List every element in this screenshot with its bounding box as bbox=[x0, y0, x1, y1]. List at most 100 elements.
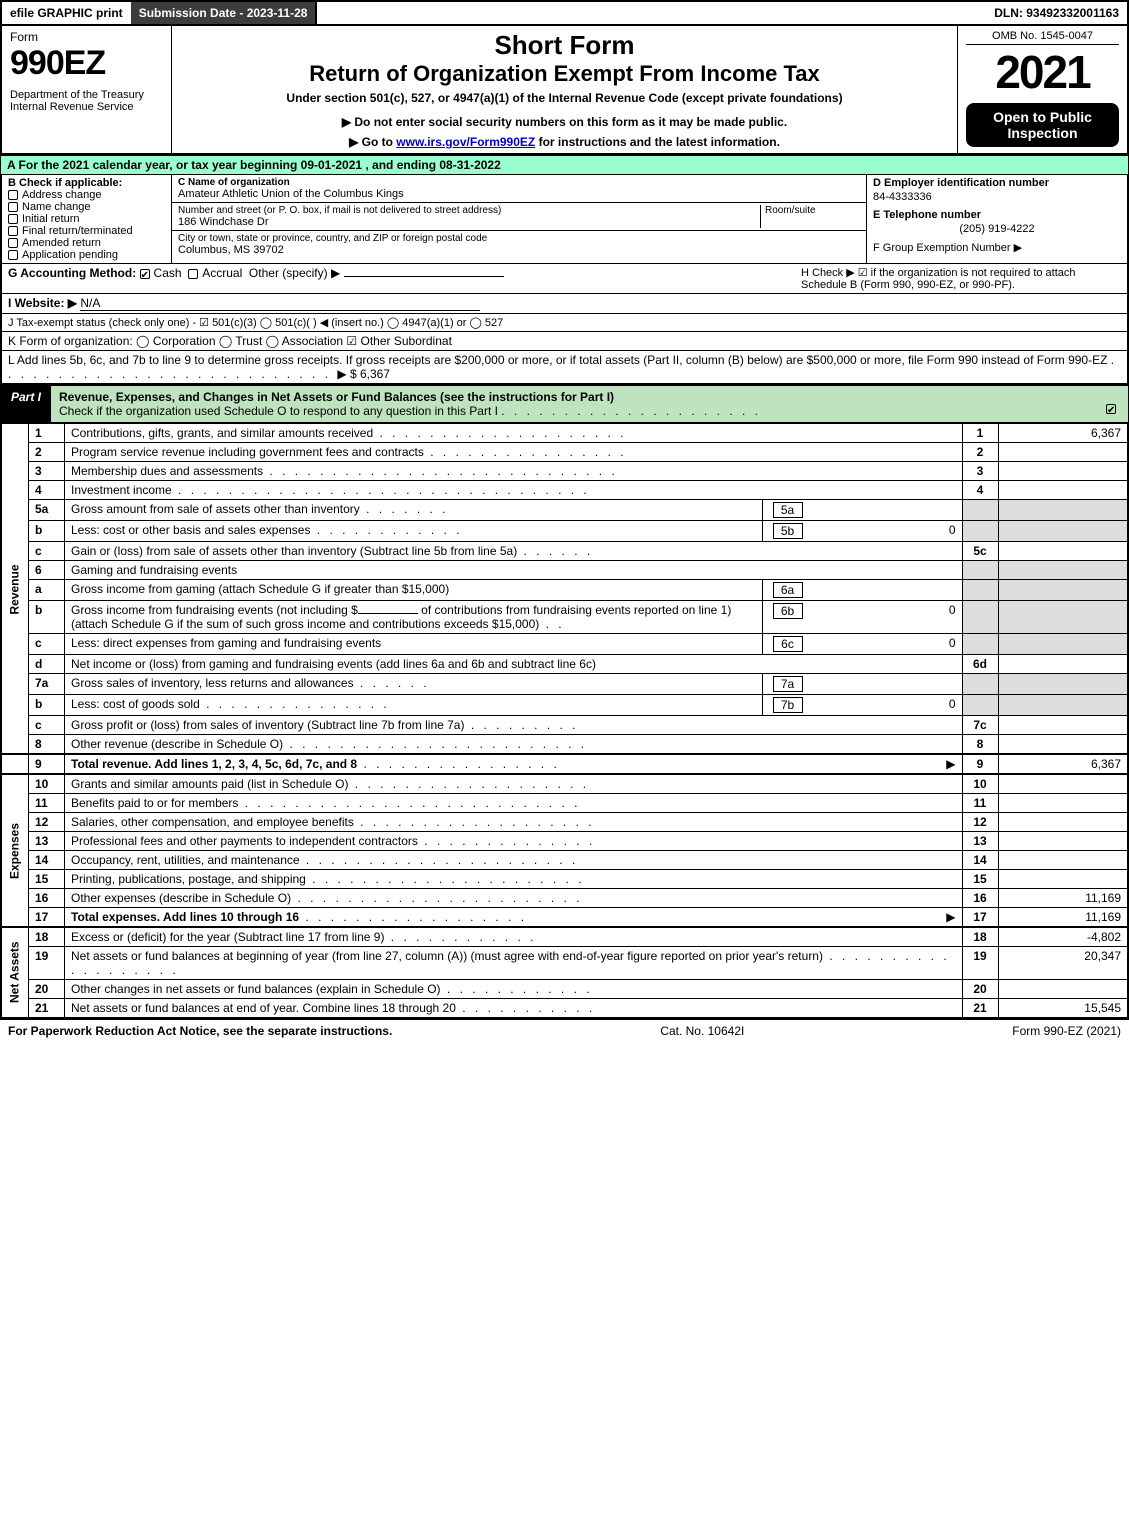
check-application-pending[interactable]: Application pending bbox=[8, 249, 165, 261]
line-l: L Add lines 5b, 6c, and 7b to line 9 to … bbox=[0, 351, 1129, 385]
row-7c-val bbox=[998, 716, 1128, 735]
header-left: Form 990EZ Department of the Treasury In… bbox=[2, 26, 172, 153]
row-6c-num: c bbox=[29, 634, 65, 655]
city-value: Columbus, MS 39702 bbox=[178, 244, 860, 256]
row-12-rnum: 12 bbox=[962, 813, 998, 832]
line-k-text: K Form of organization: ◯ Corporation ◯ … bbox=[8, 334, 452, 348]
irs-label: Internal Revenue Service bbox=[10, 101, 163, 113]
line-g-h: G Accounting Method: Cash Accrual Other … bbox=[0, 264, 1129, 294]
check-cash[interactable] bbox=[140, 269, 150, 279]
row-17-text: Total expenses. Add lines 10 through 16 … bbox=[65, 908, 963, 928]
street-label: Number and street (or P. O. box, if mail… bbox=[178, 205, 760, 216]
section-a-period: A For the 2021 calendar year, or tax yea… bbox=[0, 155, 1129, 175]
row-9-rnum: 9 bbox=[962, 754, 998, 774]
accrual-label: Accrual bbox=[202, 266, 242, 280]
submission-date-button[interactable]: Submission Date - 2023-11-28 bbox=[131, 2, 318, 24]
row-14-num: 14 bbox=[29, 851, 65, 870]
row-4-rnum: 4 bbox=[962, 481, 998, 500]
row-20-text: Other changes in net assets or fund bala… bbox=[65, 980, 963, 999]
check-name-change[interactable]: Name change bbox=[8, 201, 165, 213]
vert-netassets: Net Assets bbox=[1, 927, 29, 1018]
row-7b-rnum bbox=[962, 695, 998, 716]
row-6b: b Gross income from fundraising events (… bbox=[1, 601, 1128, 634]
row-4-text: Investment income . . . . . . . . . . . … bbox=[65, 481, 963, 500]
goto-post: for instructions and the latest informat… bbox=[535, 135, 780, 149]
row-5b-box: 5b0 bbox=[762, 521, 962, 542]
row-6d-val bbox=[998, 655, 1128, 674]
dln-label: DLN: 93492332001163 bbox=[986, 2, 1127, 24]
omb-number: OMB No. 1545-0047 bbox=[966, 30, 1119, 45]
row-3-text: Membership dues and assessments . . . . … bbox=[65, 462, 963, 481]
row-6a-num: a bbox=[29, 580, 65, 601]
footer-mid: Cat. No. 10642I bbox=[660, 1024, 744, 1038]
row-8-num: 8 bbox=[29, 735, 65, 755]
part1-schedule-o-check[interactable] bbox=[1106, 404, 1116, 414]
check-amended-return[interactable]: Amended return bbox=[8, 237, 165, 249]
form-word: Form bbox=[10, 30, 163, 44]
column-c-org: C Name of organization Amateur Athletic … bbox=[172, 175, 867, 263]
row-15-num: 15 bbox=[29, 870, 65, 889]
row-11: 11 Benefits paid to or for members . . .… bbox=[1, 794, 1128, 813]
row-7a-box: 7a bbox=[762, 674, 962, 695]
ein-value: 84-4333336 bbox=[873, 191, 1121, 203]
check-initial-return[interactable]: Initial return bbox=[8, 213, 165, 225]
row-8-rnum: 8 bbox=[962, 735, 998, 755]
check-address-change[interactable]: Address change bbox=[8, 189, 165, 201]
top-bar: efile GRAPHIC print Submission Date - 20… bbox=[0, 0, 1129, 26]
row-10-rnum: 10 bbox=[962, 774, 998, 794]
row-11-text: Benefits paid to or for members . . . . … bbox=[65, 794, 963, 813]
line-g-label: G Accounting Method: bbox=[8, 266, 136, 280]
row-13-num: 13 bbox=[29, 832, 65, 851]
row-6a-rnum bbox=[962, 580, 998, 601]
row-16: 16 Other expenses (describe in Schedule … bbox=[1, 889, 1128, 908]
row-18-rnum: 18 bbox=[962, 927, 998, 947]
row-7c-text: Gross profit or (loss) from sales of inv… bbox=[65, 716, 963, 735]
goto-pre: ▶ Go to bbox=[349, 135, 396, 149]
row-12-text: Salaries, other compensation, and employ… bbox=[65, 813, 963, 832]
row-9-val: 6,367 bbox=[998, 754, 1128, 774]
row-7b-text: Less: cost of goods sold . . . . . . . .… bbox=[65, 695, 763, 716]
irs-link[interactable]: www.irs.gov/Form990EZ bbox=[396, 135, 535, 149]
dept-label: Department of the Treasury bbox=[10, 89, 163, 101]
row-15: 15 Printing, publications, postage, and … bbox=[1, 870, 1128, 889]
footer-right: Form 990-EZ (2021) bbox=[1012, 1024, 1121, 1038]
title-short-form: Short Form bbox=[180, 30, 949, 61]
row-2: 2 Program service revenue including gove… bbox=[1, 443, 1128, 462]
row-bcd: B Check if applicable: Address change Na… bbox=[0, 175, 1129, 264]
check-accrual[interactable] bbox=[188, 269, 198, 279]
row-20: 20 Other changes in net assets or fund b… bbox=[1, 980, 1128, 999]
row-18-num: 18 bbox=[29, 927, 65, 947]
line-k: K Form of organization: ◯ Corporation ◯ … bbox=[0, 332, 1129, 351]
row-7a: 7a Gross sales of inventory, less return… bbox=[1, 674, 1128, 695]
dots-part1: . . . . . . . . . . . . . . . . . . . . … bbox=[501, 404, 761, 418]
line-h: H Check ▶ ☑ if the organization is not r… bbox=[801, 266, 1121, 291]
other-label: Other (specify) ▶ bbox=[249, 266, 340, 280]
row-7c-rnum: 7c bbox=[962, 716, 998, 735]
row-6b-rnum bbox=[962, 601, 998, 634]
row-19: 19 Net assets or fund balances at beginn… bbox=[1, 947, 1128, 980]
row-11-val bbox=[998, 794, 1128, 813]
ein-label: D Employer identification number bbox=[873, 177, 1121, 189]
row-6-val bbox=[998, 561, 1128, 580]
row-6a-val bbox=[998, 580, 1128, 601]
efile-label: efile GRAPHIC print bbox=[2, 2, 131, 24]
part1-header: Part I Revenue, Expenses, and Changes in… bbox=[0, 385, 1129, 423]
row-6b-val bbox=[998, 601, 1128, 634]
row-2-text: Program service revenue including govern… bbox=[65, 443, 963, 462]
part1-title-text: Revenue, Expenses, and Changes in Net As… bbox=[59, 390, 614, 404]
row-1-text: Contributions, gifts, grants, and simila… bbox=[65, 424, 963, 443]
row-16-num: 16 bbox=[29, 889, 65, 908]
row-10: Expenses 10 Grants and similar amounts p… bbox=[1, 774, 1128, 794]
row-19-num: 19 bbox=[29, 947, 65, 980]
check-final-return[interactable]: Final return/terminated bbox=[8, 225, 165, 237]
line-i-label: I Website: ▶ bbox=[8, 296, 77, 310]
row-9: 9 Total revenue. Add lines 1, 2, 3, 4, 5… bbox=[1, 754, 1128, 774]
row-5c-num: c bbox=[29, 542, 65, 561]
line-g: G Accounting Method: Cash Accrual Other … bbox=[8, 266, 801, 291]
row-6-rnum bbox=[962, 561, 998, 580]
row-7b-val bbox=[998, 695, 1128, 716]
form-number: 990EZ bbox=[10, 44, 163, 83]
row-17: 17 Total expenses. Add lines 10 through … bbox=[1, 908, 1128, 928]
column-b-checks: B Check if applicable: Address change Na… bbox=[2, 175, 172, 263]
phone-value: (205) 919-4222 bbox=[873, 223, 1121, 235]
